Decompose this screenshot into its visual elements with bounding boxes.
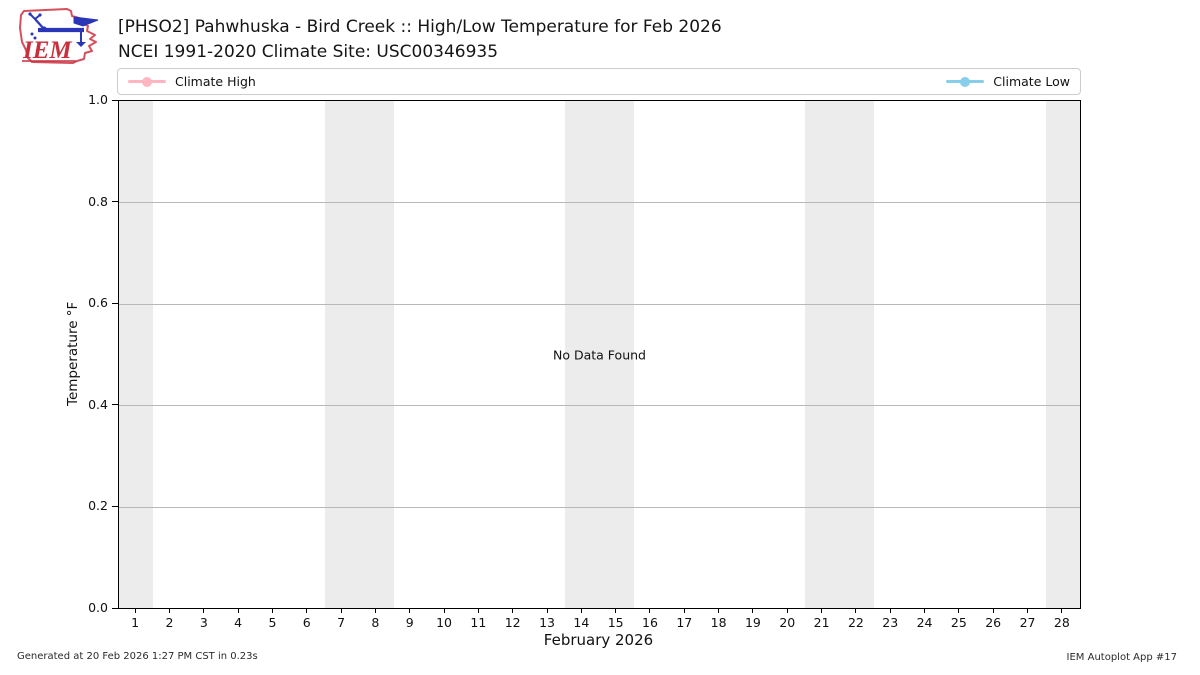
- y-tick-labels: 0.0 0.2 0.4 0.6 0.8 1.0: [0, 92, 108, 615]
- x-tick-mark: [443, 608, 445, 613]
- weekend-shading-band: [805, 101, 875, 608]
- x-tick-label: 4: [234, 615, 243, 630]
- x-tick-label: 6: [302, 615, 311, 630]
- x-tick-mark: [1027, 608, 1029, 613]
- weekend-shading-band: [565, 101, 634, 608]
- y-tick-mark: [112, 99, 118, 101]
- plot-area: No Data Found: [118, 100, 1081, 609]
- y-tick-marks: [112, 99, 118, 609]
- x-axis-title: February 2026: [543, 631, 654, 649]
- x-tick-mark: [512, 608, 514, 613]
- x-tick-mark: [615, 608, 617, 613]
- x-tick-mark: [237, 608, 239, 613]
- weekend-shading-band: [119, 101, 154, 608]
- x-tick-mark: [855, 608, 857, 613]
- x-tick-label: 13: [539, 615, 555, 630]
- x-tick-mark: [340, 608, 342, 613]
- x-tick-mark: [168, 608, 170, 613]
- legend: Climate High Climate Low: [117, 68, 1081, 95]
- weekend-shading-band: [1045, 101, 1080, 608]
- y-tick-label: 0.4: [88, 396, 108, 412]
- x-tick-label: 18: [710, 615, 727, 630]
- x-tick-label: 16: [642, 615, 658, 630]
- x-tick-label: 17: [676, 615, 693, 630]
- legend-label-climate-high: Climate High: [175, 74, 256, 89]
- x-tick-mark: [649, 608, 651, 613]
- x-tick-label: 7: [337, 615, 346, 630]
- weather-vane-icon: [28, 12, 99, 47]
- x-tick-mark: [271, 608, 273, 613]
- x-tick-label: 14: [573, 615, 590, 630]
- x-tick-label: 11: [470, 615, 487, 630]
- y-tick-label: 1.0: [88, 92, 108, 107]
- x-tick-label: 21: [813, 615, 830, 630]
- x-tick-mark: [786, 608, 788, 613]
- iem-logo-text: IEM: [22, 37, 72, 64]
- x-tick-mark: [992, 608, 994, 613]
- x-tick-mark: [752, 608, 754, 613]
- y-tick-label: 0.8: [88, 193, 108, 209]
- x-tick-mark: [477, 608, 479, 613]
- x-tick-label: 27: [1019, 615, 1036, 630]
- x-tick-row: 1 2 3 4 5 6 7 8 9 10 11 12 13 14 15 16 17 18 19 20 21 22 23 24 2…: [118, 608, 1079, 636]
- y-tick-mark: [112, 201, 118, 203]
- y-gridline: [119, 303, 1080, 305]
- x-tick-mark: [924, 608, 926, 613]
- no-data-message: No Data Found: [553, 347, 646, 362]
- x-tick-mark: [203, 608, 205, 613]
- x-tick-label: 3: [199, 615, 208, 630]
- app-credit: IEM Autoplot App #17: [1066, 652, 1177, 663]
- chart-subtitle: NCEI 1991-2020 Climate Site: USC00346935: [118, 42, 499, 62]
- x-tick-mark: [546, 608, 548, 613]
- x-tick-mark: [958, 608, 960, 613]
- y-tick-mark: [112, 302, 118, 304]
- x-tick-mark: [374, 608, 376, 613]
- generated-timestamp: Generated at 20 Feb 2026 1:27 PM CST in …: [17, 651, 258, 662]
- climate-low-marker-icon: [946, 76, 985, 87]
- x-tick-label: 10: [436, 615, 452, 630]
- legend-entry-climate-low: Climate Low: [946, 74, 1070, 89]
- x-tick-mark: [718, 608, 720, 613]
- y-tick-label: 0.2: [88, 498, 108, 514]
- legend-label-climate-low: Climate Low: [993, 74, 1070, 89]
- iem-logo: IEM: [19, 8, 99, 64]
- x-tick-label: 24: [916, 615, 933, 630]
- y-tick-mark: [112, 404, 118, 406]
- x-tick-label: 12: [504, 615, 521, 630]
- x-tick-mark: [306, 608, 308, 613]
- x-tick-label: 26: [985, 615, 1002, 630]
- x-tick-mark: [409, 608, 411, 613]
- y-tick-mark: [112, 607, 118, 609]
- y-tick-label: 0.6: [88, 295, 108, 311]
- x-tick-mark: [580, 608, 582, 613]
- x-tick-label: 9: [405, 615, 414, 630]
- x-tick-label: 28: [1053, 615, 1070, 630]
- x-tick-mark: [889, 608, 891, 613]
- y-gridline: [119, 506, 1080, 508]
- y-gridline: [119, 202, 1080, 204]
- x-tick-label: 2: [165, 615, 174, 630]
- y-tick-label: 0.0: [88, 600, 108, 615]
- chart-title: [PHSO2] Pahwhuska - Bird Creek :: High/L…: [118, 17, 722, 37]
- y-tick-mark: [112, 505, 118, 507]
- x-tick-label: 15: [607, 615, 624, 630]
- x-tick-label: 8: [371, 615, 380, 630]
- x-tick-mark: [821, 608, 823, 613]
- x-tick-mark: [134, 608, 136, 613]
- x-tick-label: 5: [268, 615, 277, 630]
- legend-entry-climate-high: Climate High: [128, 74, 256, 89]
- x-tick-mark: [1061, 608, 1063, 613]
- x-tick-label: 1: [131, 615, 140, 630]
- x-tick-label: 20: [779, 615, 796, 630]
- climate-high-marker-icon: [128, 76, 166, 87]
- x-tick-label: 25: [950, 615, 967, 630]
- x-tick-label: 23: [882, 615, 899, 630]
- weekend-shading-band: [324, 101, 394, 608]
- x-tick-label: 22: [847, 615, 864, 630]
- x-tick-mark: [683, 608, 685, 613]
- y-gridline: [119, 405, 1080, 407]
- x-tick-label: 19: [744, 615, 761, 630]
